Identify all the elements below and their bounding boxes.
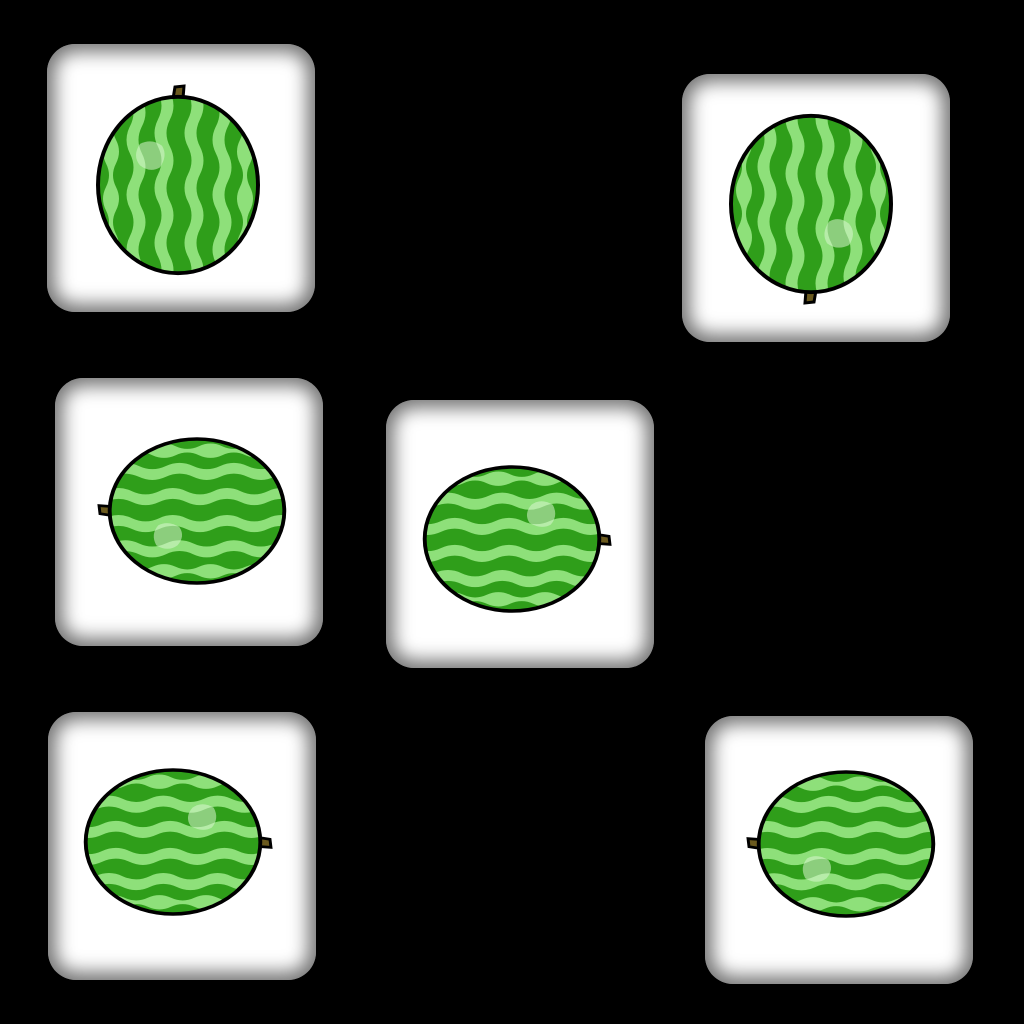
- watermelon-icon: [55, 378, 323, 646]
- tile-watermelon-3[interactable]: [55, 378, 323, 646]
- tile-watermelon-5[interactable]: [48, 712, 316, 980]
- watermelon-icon: [386, 400, 654, 668]
- tile-watermelon-6[interactable]: [705, 716, 973, 984]
- watermelon-icon: [48, 712, 316, 980]
- tile-watermelon-2[interactable]: [682, 74, 950, 342]
- tile-watermelon-4[interactable]: [386, 400, 654, 668]
- watermelon-icon: [47, 44, 315, 312]
- watermelon-icon: [682, 74, 950, 342]
- tile-watermelon-1[interactable]: [47, 44, 315, 312]
- watermelon-icon: [705, 716, 973, 984]
